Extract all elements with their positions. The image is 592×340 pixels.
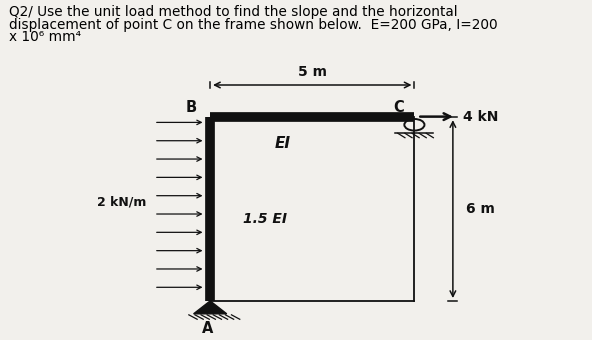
Text: 4 kN: 4 kN: [463, 109, 498, 124]
Text: 6 m: 6 m: [466, 202, 495, 216]
Text: A: A: [201, 321, 213, 336]
Text: C: C: [393, 100, 404, 115]
Text: B: B: [186, 100, 197, 115]
Text: 2 kN/m: 2 kN/m: [96, 196, 146, 209]
Text: 5 m: 5 m: [298, 65, 327, 79]
Text: EI: EI: [275, 136, 291, 151]
Text: x 10⁶ mm⁴: x 10⁶ mm⁴: [9, 30, 81, 44]
Text: displacement of point C on the frame shown below.  E=200 GPa, I=200: displacement of point C on the frame sho…: [9, 18, 497, 32]
Text: 1.5 EI: 1.5 EI: [243, 212, 287, 226]
Text: Q2/ Use the unit load method to find the slope and the horizontal: Q2/ Use the unit load method to find the…: [9, 5, 458, 19]
Polygon shape: [194, 301, 227, 314]
